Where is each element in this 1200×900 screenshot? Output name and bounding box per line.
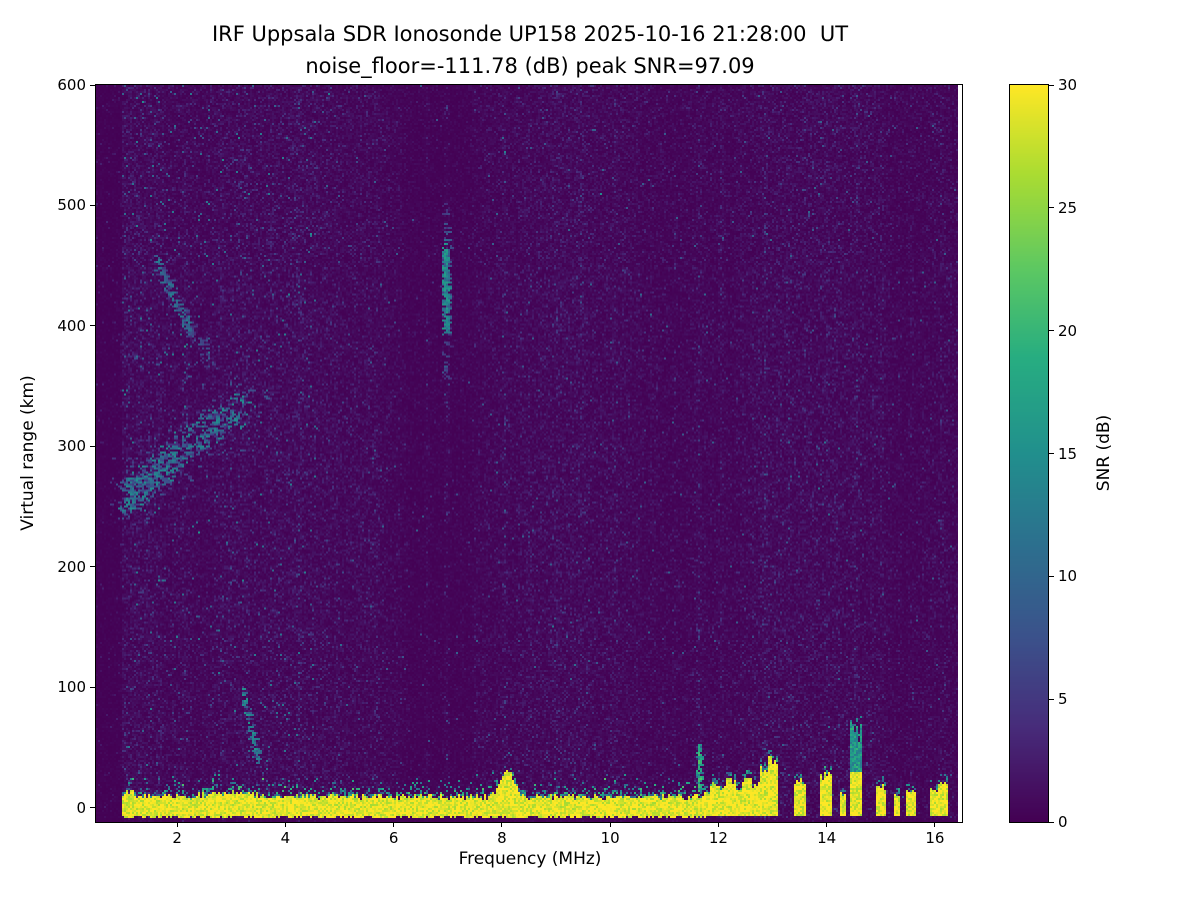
y-tick-mark <box>90 807 95 809</box>
colorbar-gradient <box>1010 85 1048 822</box>
colorbar-tick-label: 0 <box>1058 813 1068 831</box>
x-tick-label: 2 <box>172 829 182 847</box>
plot-area <box>95 84 963 823</box>
x-tick-mark <box>934 823 936 827</box>
x-tick-label: 14 <box>817 829 837 847</box>
x-tick-mark <box>826 823 828 827</box>
colorbar <box>1009 84 1049 823</box>
x-tick-label: 8 <box>497 829 507 847</box>
y-tick-label: 300 <box>57 437 86 456</box>
y-tick-mark <box>90 566 95 568</box>
colorbar-tick-mark <box>1049 207 1054 209</box>
colorbar-tick-mark <box>1049 453 1054 454</box>
colorbar-tick-mark <box>1049 575 1054 577</box>
colorbar-tick-label: 10 <box>1058 567 1078 586</box>
y-axis-label: Virtual range (km) <box>18 375 38 531</box>
colorbar-tick-label: 30 <box>1058 76 1078 94</box>
y-tick-label: 400 <box>57 316 86 335</box>
x-axis-label: Frequency (MHz) <box>458 849 602 869</box>
x-tick-label: 6 <box>388 829 399 847</box>
x-tick-mark <box>176 823 178 827</box>
y-tick-mark <box>90 686 95 688</box>
colorbar-tick-mark <box>1049 84 1054 86</box>
y-tick-label: 600 <box>57 76 86 94</box>
y-tick-label: 0 <box>76 798 86 817</box>
ionogram-heatmap <box>96 85 962 822</box>
x-tick-mark <box>717 823 719 827</box>
x-tick-label: 16 <box>925 829 945 847</box>
y-tick-label: 100 <box>57 678 86 697</box>
colorbar-tick-mark <box>1049 698 1054 700</box>
colorbar-tick-mark <box>1049 821 1054 823</box>
chart-title: IRF Uppsala SDR Ionosonde UP158 2025-10-… <box>211 22 849 46</box>
y-tick-mark <box>90 84 95 86</box>
x-tick-label: 12 <box>708 829 728 847</box>
y-tick-mark <box>90 204 95 206</box>
x-tick-label: 4 <box>280 829 291 847</box>
x-tick-mark <box>609 823 611 827</box>
colorbar-tick-mark <box>1049 330 1054 332</box>
y-tick-mark <box>90 445 95 447</box>
colorbar-tick-label: 15 <box>1058 444 1078 463</box>
x-tick-mark <box>393 823 395 827</box>
colorbar-tick-label: 5 <box>1058 690 1068 709</box>
x-tick-mark <box>501 823 503 827</box>
chart-subtitle: noise_floor=-111.78 (dB) peak SNR=97.09 <box>305 54 755 78</box>
x-tick-label: 10 <box>600 829 620 847</box>
colorbar-tick-label: 25 <box>1058 198 1078 217</box>
y-tick-label: 200 <box>57 557 86 576</box>
x-tick-mark <box>284 823 286 827</box>
colorbar-tick-label: 20 <box>1058 321 1078 340</box>
y-tick-mark <box>90 325 95 327</box>
y-tick-label: 500 <box>57 196 86 215</box>
